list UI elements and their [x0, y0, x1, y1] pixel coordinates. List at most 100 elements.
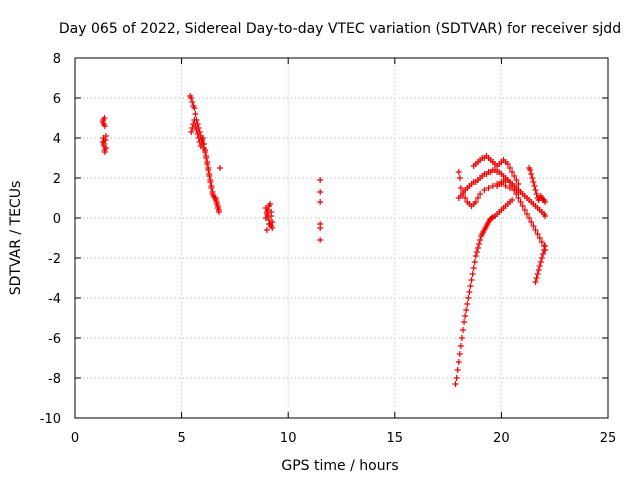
data-point — [529, 175, 536, 181]
y-tick-label: 2 — [53, 172, 61, 187]
data-points — [99, 93, 549, 387]
data-point — [515, 195, 522, 201]
data-point — [317, 237, 324, 243]
data-point — [216, 165, 223, 171]
data-point — [101, 115, 108, 121]
data-point — [266, 221, 273, 227]
data-point — [531, 183, 538, 189]
data-point — [542, 213, 549, 219]
data-point — [208, 183, 215, 189]
data-point — [515, 181, 522, 187]
data-point — [209, 191, 216, 197]
data-point — [101, 123, 108, 129]
data-point — [485, 185, 492, 191]
data-point — [519, 203, 526, 209]
data-point — [472, 199, 479, 205]
plot-border — [74, 57, 609, 419]
data-point — [199, 135, 206, 141]
data-point — [456, 175, 463, 181]
data-point — [530, 179, 537, 185]
data-point — [509, 197, 516, 203]
x-tick-label: 10 — [280, 431, 297, 446]
data-point — [453, 375, 460, 381]
data-point — [205, 165, 212, 171]
data-point — [465, 295, 472, 301]
data-point — [469, 271, 476, 277]
data-point — [527, 167, 534, 173]
data-point — [532, 227, 539, 233]
data-point — [468, 277, 475, 283]
data-point — [263, 211, 270, 217]
y-tick-label: -4 — [48, 292, 61, 307]
data-point — [536, 263, 543, 269]
y-tick-label: 6 — [53, 92, 61, 107]
data-point — [457, 185, 464, 191]
data-point — [530, 223, 537, 229]
data-point — [467, 283, 474, 289]
data-point — [532, 187, 539, 193]
data-point — [532, 279, 539, 285]
chart-title: Day 065 of 2022, Sidereal Day-to-day VTE… — [59, 21, 621, 37]
x-tick-label: 20 — [493, 431, 510, 446]
data-point — [454, 367, 461, 373]
data-point — [538, 239, 545, 245]
data-point — [513, 177, 520, 183]
data-point — [317, 177, 324, 183]
data-point — [203, 153, 210, 159]
data-point — [472, 253, 479, 259]
data-point — [502, 183, 509, 189]
data-point — [452, 381, 459, 387]
data-point — [488, 215, 495, 221]
data-point — [542, 243, 549, 249]
x-axis-title: GPS time / hours — [281, 458, 398, 474]
x-tick-label: 25 — [600, 431, 617, 446]
data-point — [534, 271, 541, 277]
data-point — [460, 327, 467, 333]
data-point — [506, 165, 513, 171]
data-point — [456, 351, 463, 357]
x-axis-ticks: 0 5 10 15 20 25 — [71, 58, 616, 446]
data-point — [458, 335, 465, 341]
data-point — [526, 215, 533, 221]
y-tick-label: -10 — [40, 412, 61, 427]
data-point — [538, 255, 545, 261]
data-point — [213, 199, 220, 205]
data-point — [511, 173, 518, 179]
data-point — [102, 137, 109, 143]
data-point — [533, 191, 540, 197]
data-point — [541, 247, 548, 253]
data-point — [537, 259, 544, 265]
data-point — [200, 141, 207, 147]
data-point — [207, 177, 214, 183]
y-tick-label: 0 — [53, 212, 61, 227]
data-point — [191, 117, 198, 123]
data-point — [269, 225, 276, 231]
data-point — [263, 227, 270, 233]
data-point — [188, 95, 195, 101]
data-point — [528, 219, 535, 225]
data-point — [212, 195, 219, 201]
data-point — [194, 131, 201, 137]
data-point — [317, 225, 324, 231]
data-point — [523, 211, 530, 217]
data-point — [193, 127, 200, 133]
data-point — [101, 149, 108, 155]
data-point — [471, 259, 478, 265]
data-point — [533, 275, 540, 281]
data-point — [206, 171, 213, 177]
data-point — [455, 359, 462, 365]
data-point — [192, 123, 199, 129]
data-point — [264, 207, 271, 213]
data-point — [477, 237, 484, 243]
data-point — [476, 241, 483, 247]
y-tick-label: -2 — [48, 252, 61, 267]
data-point — [189, 99, 196, 105]
y-tick-label: 8 — [53, 52, 61, 67]
data-point — [455, 169, 462, 175]
data-point — [509, 169, 516, 175]
data-point — [506, 185, 513, 191]
data-point — [536, 235, 543, 241]
data-point — [100, 143, 107, 149]
data-point — [267, 201, 274, 207]
